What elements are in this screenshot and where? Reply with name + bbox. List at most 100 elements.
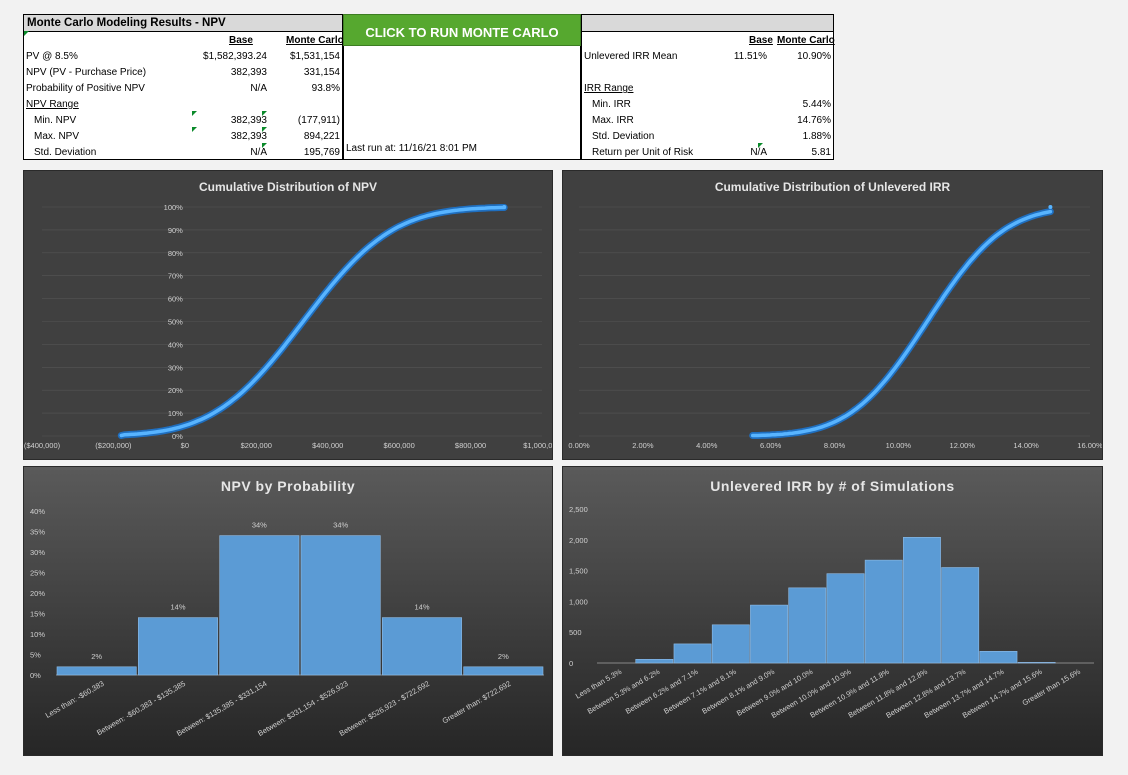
cdf-series	[749, 205, 1054, 439]
cdf-curve	[119, 205, 506, 438]
cell-error-indicator	[24, 31, 29, 36]
y-tick-label: 90%	[168, 226, 183, 235]
bar-data-label: 2%	[498, 652, 509, 661]
category-label: Greater than: $722,692	[441, 679, 513, 726]
y-tick-label: 10%	[168, 409, 183, 418]
last-run-text: Last run at: 11/16/21 8:01 PM	[346, 143, 478, 154]
bar-data-label: 14%	[414, 603, 429, 612]
run-monte-carlo-button[interactable]: CLICK TO RUN MONTE CARLO	[343, 14, 581, 46]
x-tick-label: 4.00%	[696, 441, 718, 450]
chart-title: NPV by Probability	[221, 478, 355, 494]
bar	[711, 624, 750, 664]
npv-row: Max. NPV 382,393 894,221	[24, 129, 342, 145]
irr-row-label: Unlevered IRR Mean	[584, 51, 678, 62]
bar	[903, 537, 941, 664]
irr-row: Std. Deviation 1.88%	[582, 129, 833, 145]
y-tick-label: 20%	[30, 589, 45, 598]
irr-row-mc-value: 14.76%	[797, 115, 831, 126]
x-tick-label: $200,000	[241, 441, 272, 450]
npv-probability-chart: NPV by Probability 0% 5% 10% 15% 20% 25% 30% 35%…	[23, 466, 553, 756]
bar	[219, 535, 300, 676]
irr-row-mc-value: 5.44%	[802, 99, 831, 110]
npv-row: NPV (PV - Purchase Price) 382,393 331,154	[24, 65, 342, 81]
y-tick-label: 20%	[168, 386, 183, 395]
y-tick-label: 60%	[168, 295, 183, 304]
npv-mc-header: Monte Carlo	[286, 35, 344, 46]
npv-row-label: Min. NPV	[34, 115, 77, 126]
cell-error-indicator	[262, 143, 267, 148]
y-tick-label: 0%	[30, 671, 41, 680]
cdf-curve	[750, 209, 1053, 438]
bar	[382, 617, 462, 676]
category-label: Between: $135,385 - $331,154	[175, 679, 268, 738]
npv-row-mc-value: 331,154	[303, 67, 340, 78]
bar	[138, 617, 218, 676]
category-label: Between: -$60,383 - $135,385	[95, 679, 187, 737]
bar	[463, 666, 544, 676]
bar	[635, 659, 674, 664]
npv-panel-title: Monte Carlo Modeling Results - NPV	[24, 15, 342, 32]
x-tick-label: 14.00%	[1013, 441, 1039, 450]
chart-title: Cumulative Distribution of Unlevered IRR	[715, 180, 951, 194]
irr-base-header: Base	[749, 35, 773, 46]
irr-row-mc-value: 1.88%	[802, 131, 831, 142]
y-tick-label: 30%	[168, 363, 183, 372]
npv-row: NPV Range	[24, 97, 342, 113]
irr-panel-header	[582, 15, 833, 32]
npv-row-label: PV @ 8.5%	[26, 51, 78, 62]
cell-error-indicator	[192, 111, 197, 116]
y-tick-label: 10%	[30, 630, 45, 639]
cell-error-indicator	[262, 111, 267, 116]
irr-row-label: Std. Deviation	[592, 131, 655, 142]
category-label: Less than: -$60,383	[44, 679, 106, 720]
npv-column-headers: Base Monte Carlo	[24, 33, 344, 49]
npv-row-mc-value: 195,769	[303, 147, 340, 158]
irr-row-label: Max. IRR	[592, 115, 634, 126]
y-tick-label: 40%	[30, 507, 45, 516]
npv-row-base-value: 382,393	[230, 67, 267, 78]
x-tick-label: $600,000	[383, 441, 414, 450]
npv-row-label: Probability of Positive NPV	[26, 83, 145, 94]
irr-row-mc-value: 10.90%	[797, 51, 831, 62]
y-tick-label: 5%	[30, 651, 41, 660]
npv-row-label: Max. NPV	[34, 131, 80, 142]
x-tick-label: 2.00%	[632, 441, 654, 450]
y-tick-label: 80%	[168, 249, 183, 258]
bar-data-label: 2%	[91, 652, 102, 661]
irr-row-label: Return per Unit of Risk	[592, 147, 694, 158]
irr-row	[582, 65, 833, 81]
category-label: Between: $526,923 - $722,692	[338, 679, 431, 738]
chart-title: Cumulative Distribution of NPV	[199, 180, 377, 194]
x-tick-label: $1,000,000	[523, 441, 552, 450]
irr-row-mc-value: 5.81	[811, 147, 831, 158]
bar-data-label: 34%	[252, 521, 267, 530]
npv-row-base-value: N/A	[250, 147, 267, 158]
x-tick-label: 12.00%	[950, 441, 976, 450]
bar	[788, 587, 827, 664]
bar	[300, 535, 381, 676]
irr-row-base-value: N/A	[750, 147, 767, 158]
bar	[826, 573, 865, 664]
cdf-curve-glow	[749, 208, 1054, 439]
npv-row-base-value: 382,393	[230, 131, 267, 142]
x-tick-label: $400,000	[312, 441, 343, 450]
npv-row-mc-value: $1,531,154	[289, 51, 340, 62]
y-tick-label: 0%	[172, 432, 183, 441]
y-tick-label: 35%	[30, 528, 45, 537]
bar	[673, 643, 712, 664]
irr-row-label: IRR Range	[584, 83, 634, 94]
y-tick-label: 2,000	[569, 536, 588, 545]
irr-row: IRR Range	[582, 81, 833, 97]
x-tick-label: 16.00%	[1077, 441, 1102, 450]
irr-cdf-chart: Cumulative Distribution of Unlevered IRR…	[562, 170, 1103, 460]
y-tick-label: 70%	[168, 272, 183, 281]
y-tick-label: 40%	[168, 340, 183, 349]
y-tick-label: 50%	[168, 318, 183, 327]
irr-row: Min. IRR 5.44%	[582, 97, 833, 113]
npv-row: Probability of Positive NPV N/A 93.8%	[24, 81, 342, 97]
irr-mc-header: Monte Carlo	[777, 35, 835, 46]
bar	[56, 666, 137, 676]
cell-error-indicator	[758, 143, 763, 148]
cell-error-indicator	[192, 127, 197, 132]
